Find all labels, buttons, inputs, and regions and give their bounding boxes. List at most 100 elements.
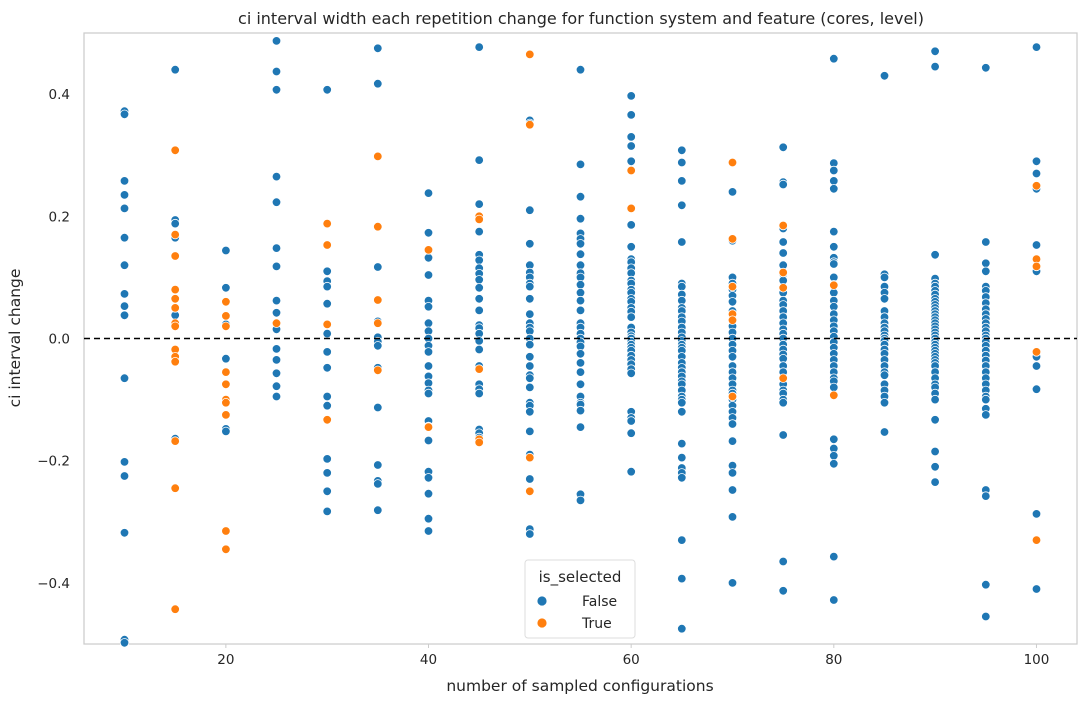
- data-point-true: [829, 390, 839, 401]
- data-point-false: [423, 302, 434, 312]
- legend-marker-true: [536, 617, 548, 629]
- data-point-false: [829, 382, 839, 393]
- data-point-true: [727, 281, 738, 292]
- x-tick-label: 80: [825, 652, 842, 668]
- data-point-true: [525, 452, 535, 463]
- data-point-false: [778, 430, 788, 440]
- data-point-true: [221, 526, 231, 536]
- data-point-false: [271, 295, 282, 306]
- data-point-false: [829, 551, 839, 562]
- data-point-false: [525, 294, 535, 304]
- data-point-false: [373, 460, 383, 470]
- y-tick-label: −0.4: [37, 576, 70, 592]
- data-point-false: [727, 436, 738, 446]
- data-point-false: [829, 184, 839, 194]
- data-point-true: [373, 318, 383, 328]
- data-point-false: [170, 64, 180, 75]
- data-point-true: [221, 379, 231, 390]
- data-point-false: [879, 294, 890, 304]
- data-point-false: [1031, 509, 1042, 519]
- data-point-false: [879, 398, 890, 408]
- y-tick-label: 0.4: [49, 87, 70, 103]
- data-point-false: [373, 402, 383, 413]
- data-point-true: [170, 145, 180, 156]
- x-axis-ticks: 20 40 60 80 100: [217, 644, 1049, 668]
- data-point-true: [170, 357, 180, 367]
- data-point-false: [626, 132, 636, 142]
- data-point-false: [727, 419, 738, 429]
- y-tick-label: −0.2: [37, 454, 70, 470]
- data-point-false: [626, 156, 636, 167]
- data-point-false: [221, 283, 231, 293]
- data-point-false: [981, 258, 991, 269]
- data-point-false: [474, 42, 484, 52]
- data-point-false: [373, 341, 383, 351]
- data-point-false: [829, 259, 839, 269]
- data-point-true: [221, 297, 231, 307]
- data-point-false: [677, 624, 687, 634]
- data-point-false: [322, 486, 332, 497]
- data-point-false: [778, 179, 788, 190]
- data-point-false: [322, 347, 332, 357]
- data-point-false: [271, 197, 282, 207]
- data-point-true: [221, 544, 231, 555]
- data-point-true: [373, 221, 383, 232]
- data-point-false: [575, 379, 586, 390]
- data-point-true: [271, 318, 282, 328]
- data-point-false: [271, 261, 282, 272]
- data-point-false: [525, 407, 535, 417]
- data-point-true: [373, 365, 383, 376]
- data-point-false: [119, 310, 130, 321]
- data-point-false: [322, 328, 332, 339]
- data-point-false: [879, 272, 890, 283]
- data-point-true: [170, 604, 180, 614]
- data-point-true: [1031, 347, 1042, 357]
- data-point-false: [423, 361, 434, 371]
- data-point-false: [981, 491, 991, 501]
- data-point-true: [727, 391, 738, 402]
- data-point-false: [525, 309, 535, 319]
- data-point-false: [373, 262, 383, 272]
- data-point-true: [373, 151, 383, 162]
- data-point-true: [474, 214, 484, 225]
- data-point-false: [474, 199, 484, 209]
- data-point-false: [1031, 168, 1042, 179]
- data-point-false: [575, 64, 586, 75]
- data-point-false: [575, 239, 586, 249]
- data-point-false: [423, 253, 434, 263]
- data-point-false: [322, 391, 332, 402]
- data-point-false: [119, 190, 130, 200]
- data-point-true: [170, 294, 180, 304]
- data-point-false: [1031, 42, 1042, 52]
- x-tick-label: 100: [1024, 652, 1050, 668]
- data-point-true: [727, 157, 738, 168]
- data-point-false: [271, 171, 282, 182]
- data-point-false: [271, 308, 282, 318]
- data-point-false: [423, 347, 434, 357]
- data-point-false: [981, 237, 991, 247]
- data-point-true: [525, 49, 535, 60]
- data-point-false: [525, 352, 535, 362]
- data-point-false: [575, 367, 586, 377]
- data-point-true: [170, 483, 180, 493]
- data-point-false: [727, 187, 738, 197]
- data-point-false: [677, 535, 687, 545]
- data-point-false: [525, 339, 535, 350]
- data-point-false: [626, 242, 636, 252]
- legend-label-true: True: [581, 616, 612, 632]
- data-point-true: [221, 398, 231, 408]
- data-point-false: [981, 266, 991, 277]
- data-point-true: [778, 283, 788, 293]
- data-point-false: [575, 422, 586, 432]
- data-point-false: [727, 578, 738, 588]
- data-point-true: [170, 436, 180, 446]
- data-point-true: [778, 267, 788, 278]
- data-point-false: [119, 301, 130, 311]
- x-tick-label: 20: [217, 652, 234, 668]
- data-point-false: [778, 556, 788, 567]
- data-point-true: [727, 234, 738, 244]
- data-point-false: [322, 401, 332, 411]
- data-point-false: [727, 352, 738, 362]
- data-point-false: [677, 145, 687, 156]
- data-point-false: [829, 459, 839, 469]
